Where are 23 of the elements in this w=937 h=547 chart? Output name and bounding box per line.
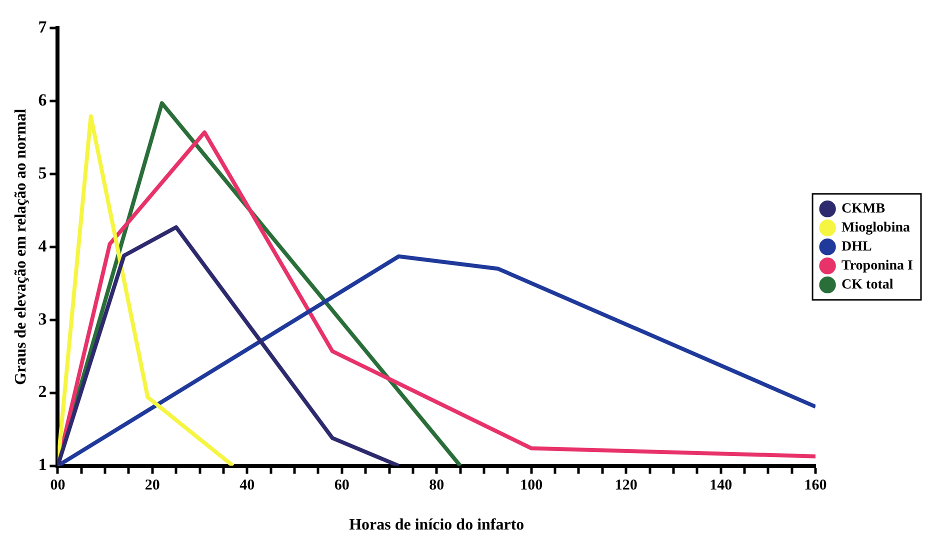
x-tick-label: 60 bbox=[334, 478, 350, 494]
x-tick-label: 100 bbox=[520, 478, 543, 494]
y-tick-label: 7 bbox=[38, 17, 48, 36]
x-tick-label: 120 bbox=[614, 478, 638, 494]
x-tick-label: 160 bbox=[804, 478, 827, 494]
x-tick-label: 20 bbox=[144, 478, 160, 494]
legend-label: Mioglobina bbox=[842, 220, 910, 236]
x-tick-label: 40 bbox=[240, 478, 255, 494]
x-tick-label: 80 bbox=[429, 478, 444, 494]
y-tick-label: 4 bbox=[38, 236, 48, 256]
x-axis-title: Horas de início do infarto bbox=[349, 516, 524, 534]
x-tick-label: 00 bbox=[50, 478, 66, 494]
legend-label: CK total bbox=[842, 278, 894, 293]
legend-label: DHL bbox=[842, 240, 872, 255]
legend-label: CKMB bbox=[842, 202, 886, 217]
x-tick-label: 140 bbox=[710, 478, 732, 494]
y-tick-label: 6 bbox=[38, 90, 47, 110]
legend-label: Troponina I bbox=[842, 258, 914, 274]
y-tick-label: 5 bbox=[38, 163, 47, 182]
y-tick-label: 3 bbox=[38, 309, 47, 328]
y-tick-label: 1 bbox=[38, 455, 47, 474]
y-axis-title: Graus de elevação em relação ao normal bbox=[12, 108, 30, 385]
y-tick-label: 2 bbox=[38, 382, 47, 402]
